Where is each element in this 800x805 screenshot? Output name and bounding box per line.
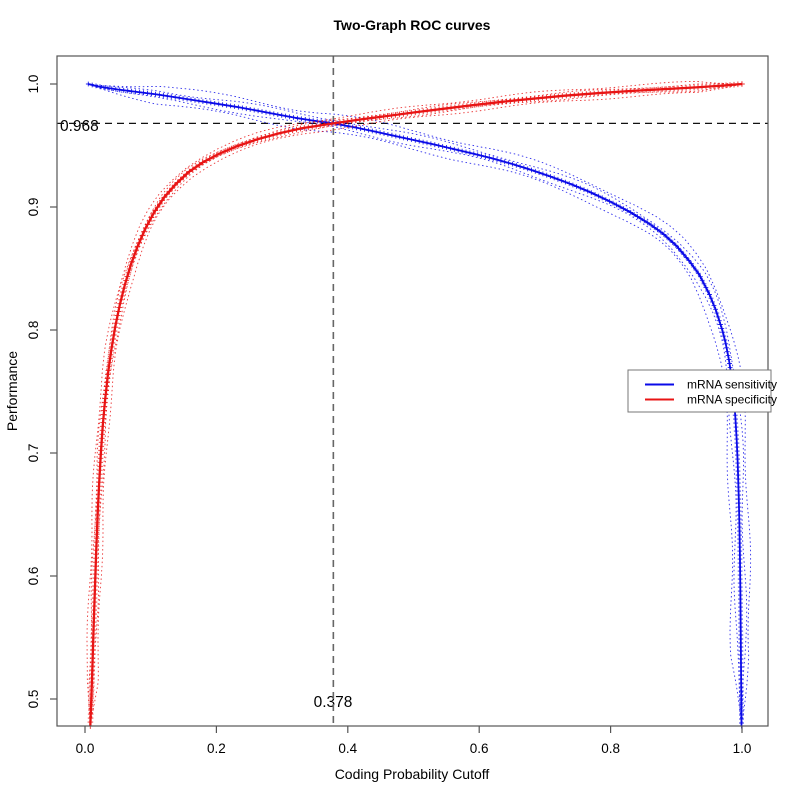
envelope-sensitivity-0 (88, 83, 742, 727)
legend-label-specificity: mRNA specificity (687, 393, 777, 407)
envelope-sensitivity-1 (88, 83, 742, 727)
envelope-specificity-0 (89, 83, 743, 727)
legend: mRNA sensitivity mRNA specificity (627, 369, 777, 413)
y-tick-label: 0.9 (26, 198, 41, 217)
line-specificity (89, 82, 743, 727)
envelope-specificity-2 (88, 83, 742, 727)
y-tick-label: 0.5 (26, 690, 41, 709)
x-tick-label: 1.0 (733, 741, 752, 756)
curve-sensitivity (85, 81, 752, 729)
x-tick-label: 0.0 (76, 741, 95, 756)
y-tick-label: 0.6 (26, 567, 41, 586)
x-axis-title: Coding Probability Cutoff (335, 766, 490, 782)
x-tick-label: 0.6 (470, 741, 489, 756)
envelope-sensitivity-3 (88, 83, 752, 727)
legend-box (627, 369, 772, 413)
x-tick-label: 0.8 (601, 741, 620, 756)
y-axis-title: Performance (4, 351, 20, 431)
envelope-specificity-1 (89, 83, 742, 727)
line-sensitivity (88, 83, 743, 727)
y-tick-label: 1.0 (26, 75, 41, 94)
y-threshold-label: 0.968 (60, 118, 99, 135)
x-tick-label: 0.4 (338, 741, 357, 756)
legend-label-sensitivity: mRNA sensitivity (687, 378, 777, 392)
y-tick-label: 0.7 (26, 444, 41, 463)
envelope-specificity-3 (86, 81, 742, 727)
y-tick-label: 0.8 (26, 321, 41, 340)
threshold-lines (57, 56, 768, 726)
envelope-sensitivity-2 (88, 83, 748, 727)
x-tick-label: 0.2 (207, 741, 226, 756)
chart-title: Two-Graph ROC curves (334, 17, 491, 33)
x-threshold-label: 0.378 (314, 694, 353, 711)
